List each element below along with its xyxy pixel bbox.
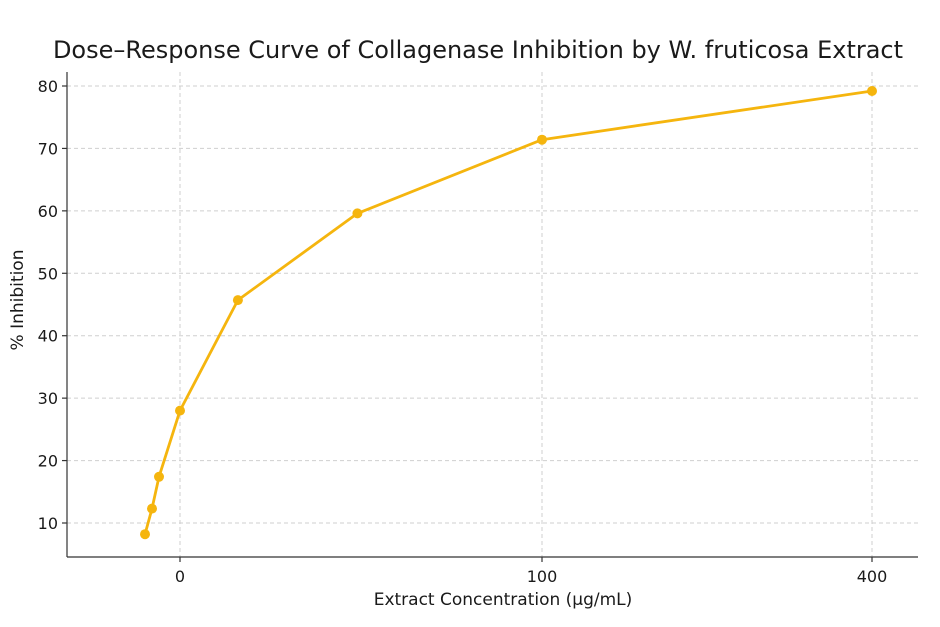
data-point (147, 503, 157, 514)
data-point (232, 295, 243, 306)
x-axis-label: Extract Concentration (μg/mL) (374, 590, 633, 610)
chart-title: Dose–Response Curve of Collagenase Inhib… (53, 36, 903, 64)
axes (66, 72, 918, 558)
data-point (154, 471, 164, 482)
data-point (352, 208, 363, 219)
ticks: 10 20 30 40 50 60 70 80 0 100 400 (38, 77, 888, 586)
y-axis-label: % Inhibition (8, 250, 28, 351)
y-tick-label: 60 (38, 202, 58, 221)
y-tick-label: 40 (38, 327, 58, 346)
x-tick-label: 100 (527, 567, 558, 586)
plot-area (140, 86, 877, 540)
grid (67, 72, 918, 557)
x-tick-label: 0 (175, 567, 185, 586)
y-tick-label: 30 (38, 389, 58, 408)
data-point (140, 529, 150, 540)
data-point (175, 405, 185, 416)
x-tick-label: 400 (857, 567, 888, 586)
data-point (537, 134, 547, 145)
data-point (867, 86, 877, 96)
series-line (143, 89, 873, 535)
y-tick-label: 10 (38, 514, 58, 533)
y-tick-label: 80 (38, 77, 58, 96)
y-tick-label: 70 (38, 139, 58, 158)
y-tick-label: 50 (38, 264, 58, 283)
y-tick-label: 20 (38, 452, 58, 471)
